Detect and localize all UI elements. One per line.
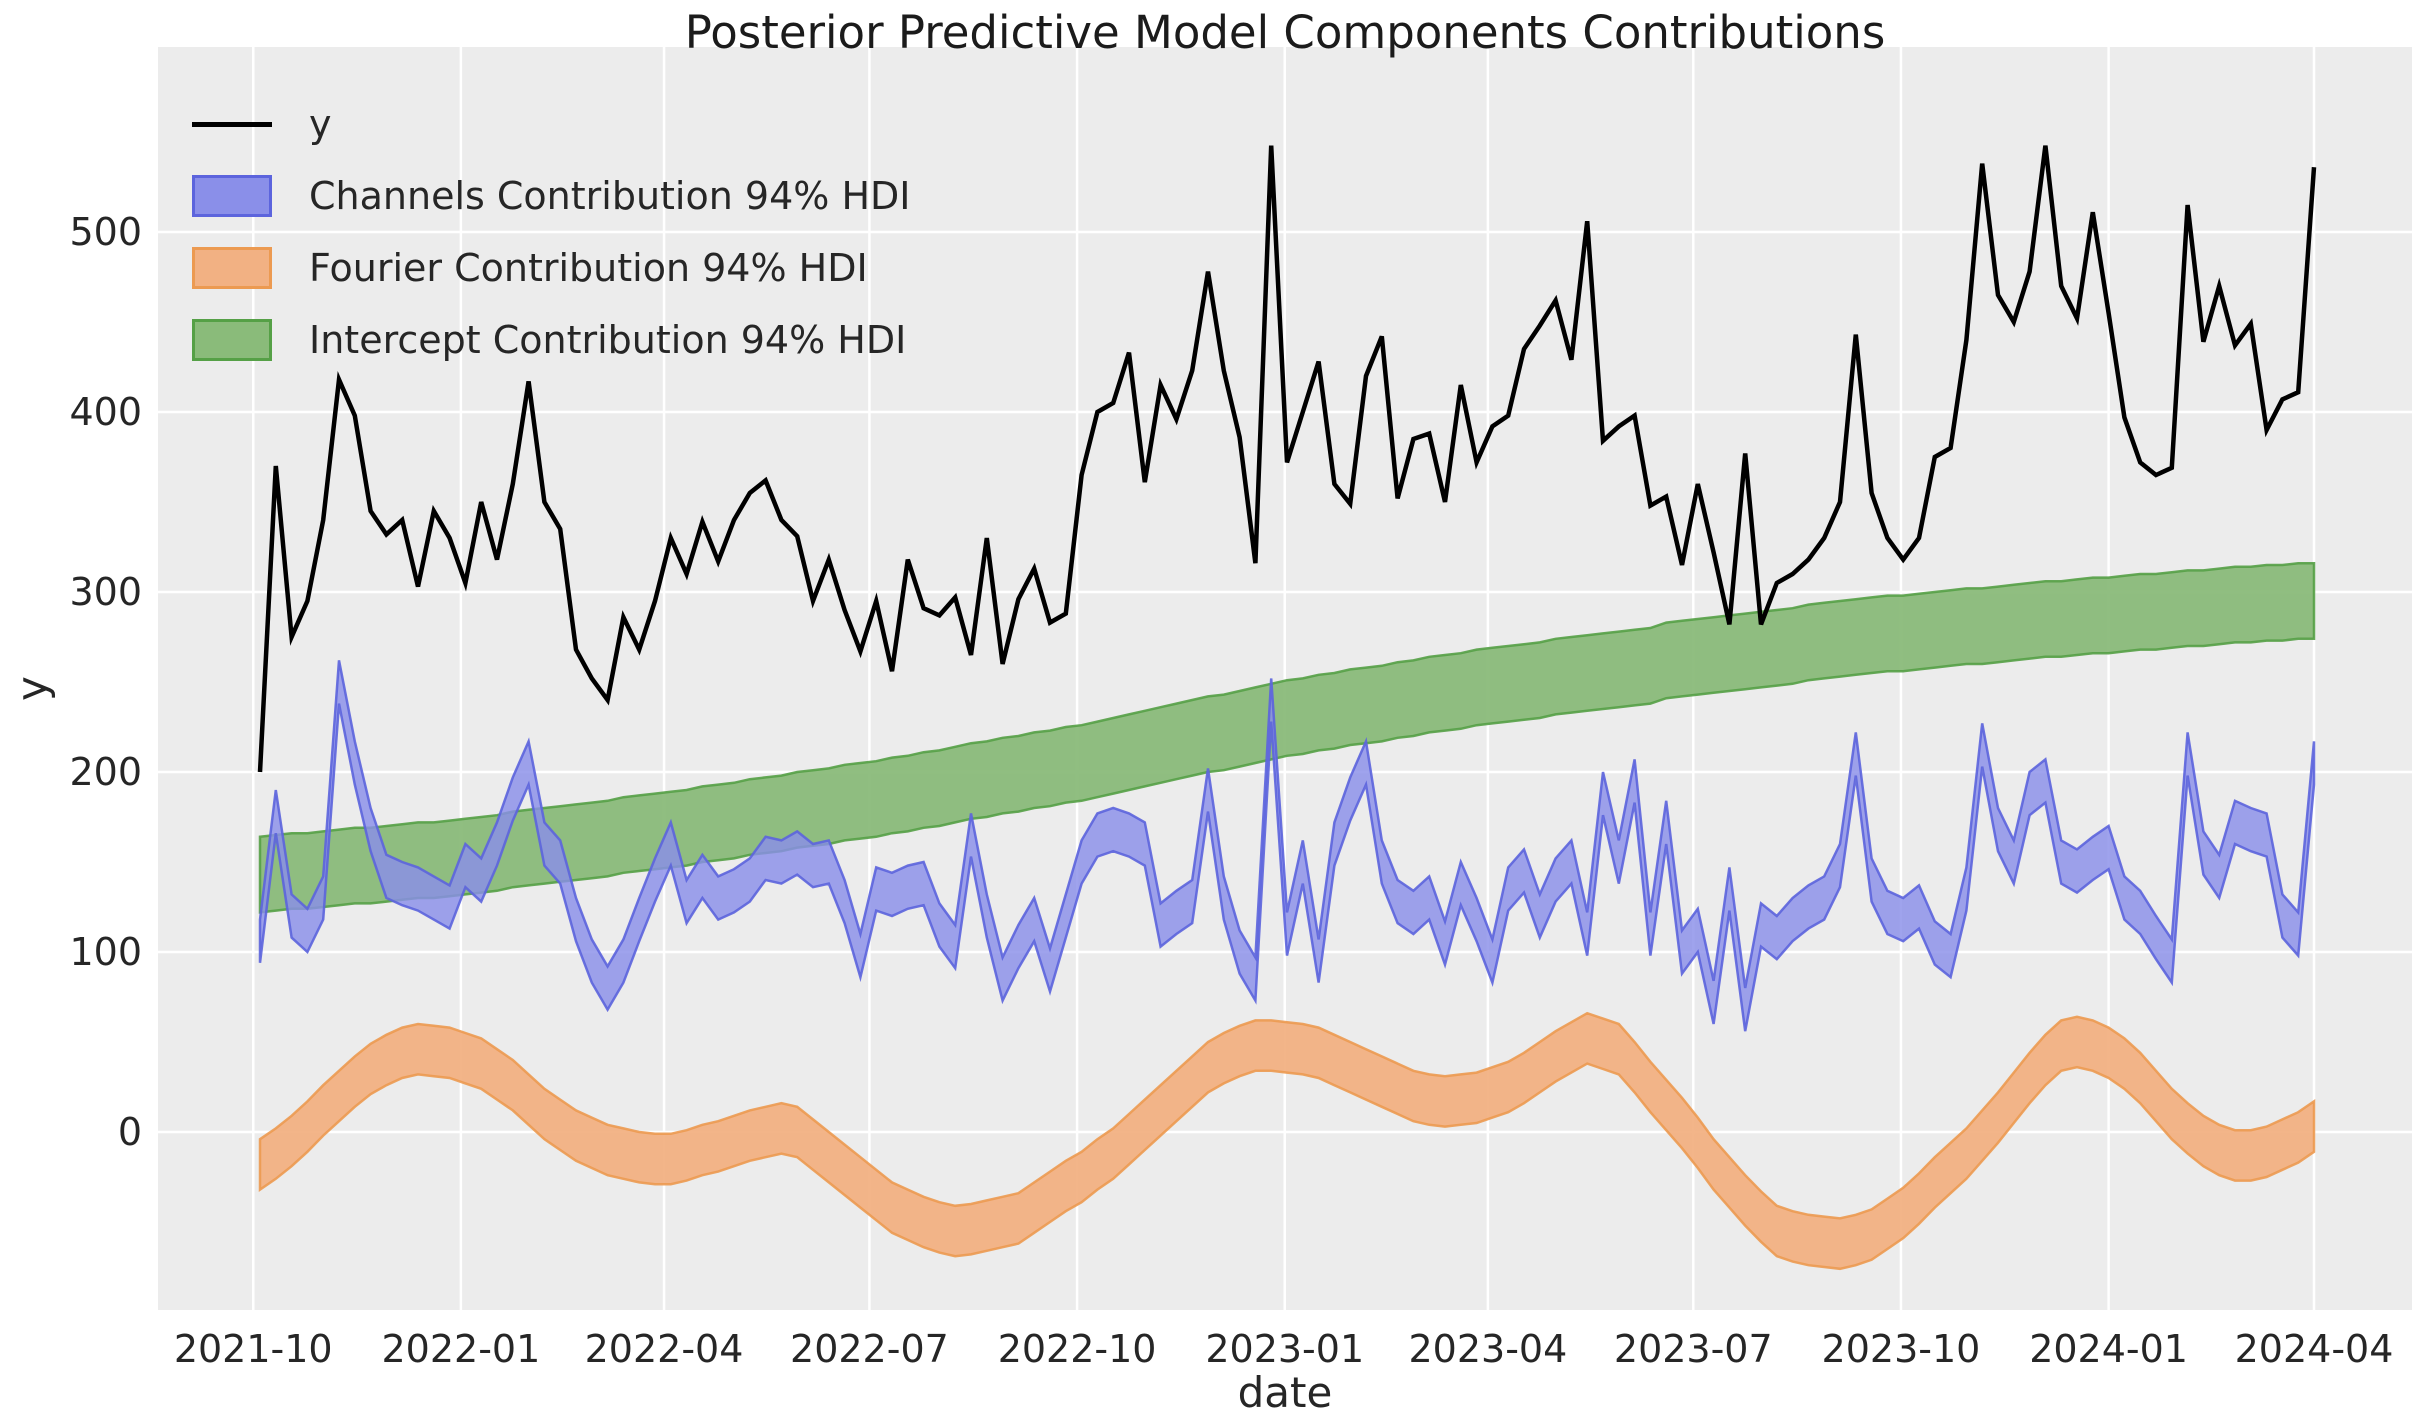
channels-swatch-icon [192, 175, 276, 217]
legend-label: Fourier Contribution 94% HDI [309, 246, 868, 290]
x-tick-label: 2023-04 [1408, 1327, 1567, 1371]
y-tick-label: 300 [69, 570, 142, 614]
legend-item-fourier: Fourier Contribution 94% HDI [192, 232, 911, 304]
legend-item-y: y [192, 88, 911, 160]
legend-label: Channels Contribution 94% HDI [309, 174, 911, 218]
legend-item-channels: Channels Contribution 94% HDI [192, 160, 911, 232]
x-tick-label: 2022-10 [998, 1327, 1157, 1371]
x-tick-label: 2023-01 [1205, 1327, 1364, 1371]
y-tick-label: 100 [69, 930, 142, 974]
y-tick-label: 200 [69, 750, 142, 794]
x-tick-label: 2022-07 [790, 1327, 949, 1371]
y-tick-label: 0 [118, 1110, 142, 1154]
x-tick-label: 2023-10 [1822, 1327, 1981, 1371]
line-swatch-icon [192, 121, 276, 127]
fourier-swatch-icon [192, 247, 276, 289]
y-tick-label: 400 [69, 390, 142, 434]
x-tick-label: 2022-04 [585, 1327, 744, 1371]
y-tick-label: 500 [69, 210, 142, 254]
y-axis-label: y [7, 676, 57, 701]
x-axis-label: date [1237, 1368, 1333, 1417]
x-tick-label: 2024-04 [2235, 1327, 2394, 1371]
legend: y Channels Contribution 94% HDI Fourier … [192, 88, 911, 376]
legend-label: y [309, 102, 332, 146]
intercept-swatch-icon [192, 319, 276, 361]
x-tick-label: 2023-07 [1614, 1327, 1773, 1371]
legend-label: Intercept Contribution 94% HDI [309, 318, 907, 362]
chart-title: Posterior Predictive Model Components Co… [684, 6, 1886, 59]
x-tick-label: 2021-10 [174, 1327, 333, 1371]
x-tick-label: 2024-01 [2029, 1327, 2188, 1371]
x-tick-label: 2022-01 [381, 1327, 540, 1371]
legend-item-intercept: Intercept Contribution 94% HDI [192, 304, 911, 376]
